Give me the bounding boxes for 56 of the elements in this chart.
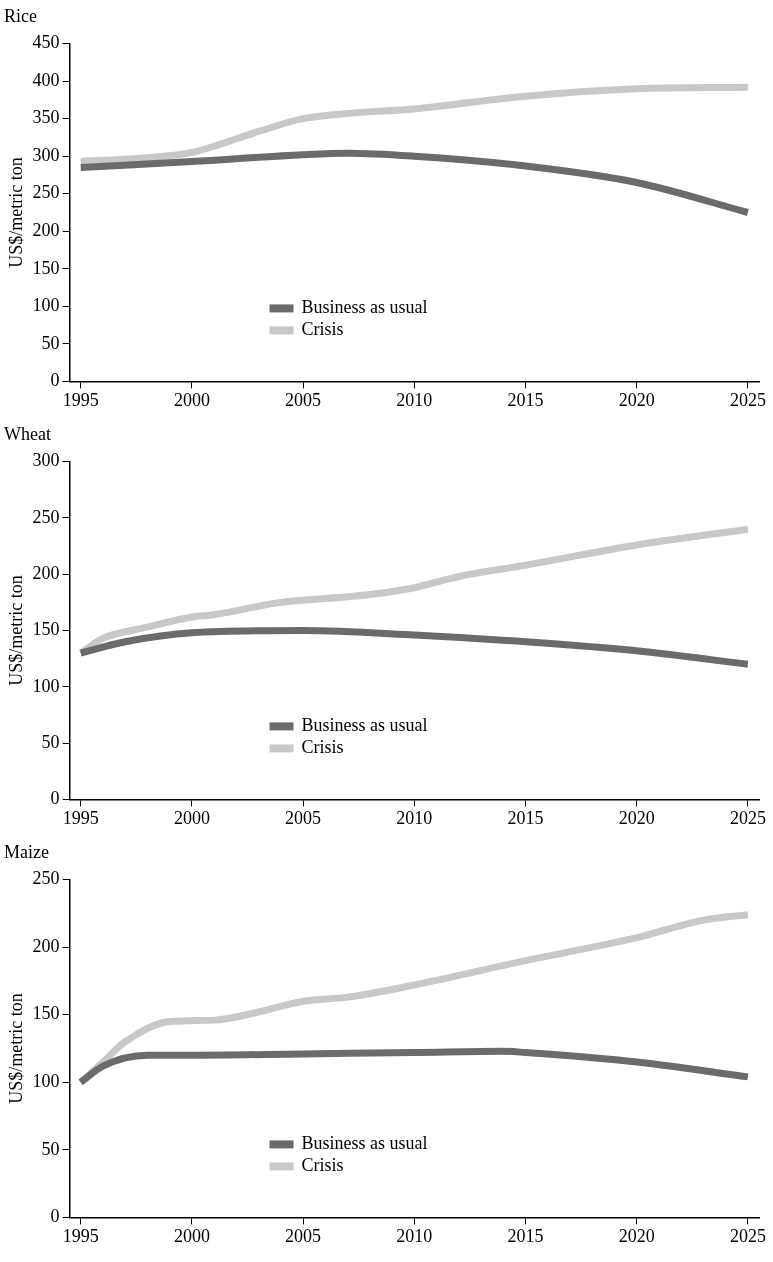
y-tick-label: 50 <box>41 731 60 752</box>
x-tick-label: 2000 <box>173 389 210 410</box>
y-tick-label: 100 <box>32 295 60 316</box>
x-tick-label: 2000 <box>173 1225 210 1246</box>
x-tick-label: 2025 <box>729 389 766 410</box>
y-tick-label: 0 <box>50 370 60 391</box>
chart-title: Wheat <box>4 423 51 444</box>
x-tick-label: 1995 <box>62 807 99 828</box>
x-tick-label: 2025 <box>729 1225 766 1246</box>
x-tick-label: 2000 <box>173 807 210 828</box>
x-tick-label: 2005 <box>285 807 322 828</box>
x-tick-label: 2015 <box>507 807 544 828</box>
y-tick-label: 250 <box>32 182 60 203</box>
x-tick-label: 2010 <box>396 807 433 828</box>
x-tick-label: 2010 <box>396 389 433 410</box>
y-tick-label: 300 <box>32 144 60 165</box>
y-tick-label: 350 <box>32 107 60 128</box>
legend-label: Business as usual <box>301 1133 428 1154</box>
x-tick-label: 1995 <box>62 1225 99 1246</box>
x-tick-label: 2015 <box>507 1225 544 1246</box>
y-axis-title: US$/metric ton <box>5 575 26 686</box>
y-tick-label: 250 <box>32 868 60 889</box>
x-tick-label: 2020 <box>618 389 655 410</box>
y-tick-label: 150 <box>32 619 60 640</box>
x-tick-label: 2005 <box>285 389 322 410</box>
y-axis-title: US$/metric ton <box>5 157 26 268</box>
y-tick-label: 200 <box>32 935 60 956</box>
y-tick-label: 150 <box>32 257 60 278</box>
legend-label: Business as usual <box>301 297 428 318</box>
y-tick-label: 450 <box>32 32 60 53</box>
x-tick-label: 2020 <box>618 807 655 828</box>
y-tick-label: 50 <box>41 1138 60 1159</box>
legend-label: Crisis <box>301 737 344 758</box>
y-tick-label: 100 <box>32 1071 60 1092</box>
y-tick-label: 50 <box>41 332 60 353</box>
chart-title: Maize <box>4 841 49 862</box>
legend-label: Crisis <box>301 1155 344 1176</box>
y-tick-label: 300 <box>32 450 60 471</box>
x-tick-label: 2025 <box>729 807 766 828</box>
x-tick-label: 1995 <box>62 389 99 410</box>
x-tick-label: 2010 <box>396 1225 433 1246</box>
y-axis-title: US$/metric ton <box>5 993 26 1104</box>
x-tick-label: 2020 <box>618 1225 655 1246</box>
legend-label: Crisis <box>301 319 344 340</box>
y-tick-label: 0 <box>50 788 60 809</box>
x-tick-label: 2015 <box>507 389 544 410</box>
chart-title: Rice <box>4 5 37 26</box>
x-tick-label: 2005 <box>285 1225 322 1246</box>
y-tick-label: 250 <box>32 506 60 527</box>
y-tick-label: 400 <box>32 69 60 90</box>
y-tick-label: 200 <box>32 562 60 583</box>
y-tick-label: 0 <box>50 1206 60 1227</box>
y-tick-label: 200 <box>32 220 60 240</box>
legend-label: Business as usual <box>301 715 428 736</box>
y-tick-label: 150 <box>32 1003 60 1024</box>
y-tick-label: 100 <box>32 675 60 696</box>
